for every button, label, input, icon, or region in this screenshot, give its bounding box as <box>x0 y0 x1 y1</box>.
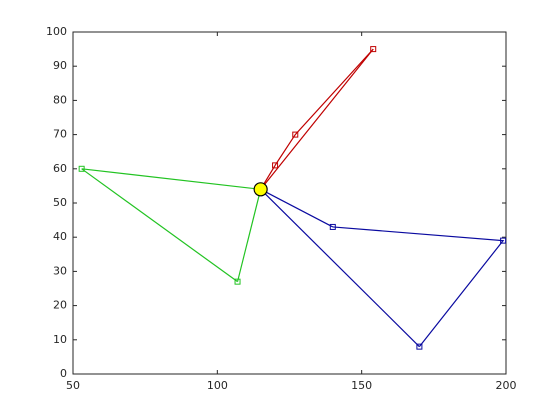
hub-link <box>236 189 262 282</box>
hub-link <box>260 188 420 348</box>
hub-link <box>81 168 261 190</box>
point-marker <box>500 237 507 244</box>
point-marker <box>272 162 279 169</box>
hub-link <box>260 48 374 190</box>
hub-point <box>253 182 268 197</box>
y-tick-label: 10 <box>53 333 67 346</box>
y-tick-label: 80 <box>53 93 67 106</box>
y-tick-label: 90 <box>53 59 67 72</box>
x-tick-label: 150 <box>351 379 372 392</box>
point-marker <box>292 131 299 138</box>
x-tick-label: 100 <box>207 379 228 392</box>
hub-link <box>260 188 334 228</box>
y-tick-label: 40 <box>53 230 67 243</box>
series-line <box>81 168 238 283</box>
y-tick-label: 30 <box>53 264 67 277</box>
x-tick-label: 50 <box>66 379 80 392</box>
point-marker <box>234 278 241 285</box>
plot-area <box>72 31 507 375</box>
x-tick-label: 200 <box>496 379 517 392</box>
point-marker <box>329 223 336 230</box>
y-tick-label: 0 <box>60 367 67 380</box>
series-line <box>274 48 374 166</box>
y-tick-label: 20 <box>53 299 67 312</box>
y-tick-label: 100 <box>46 25 67 38</box>
y-tick-label: 60 <box>53 162 67 175</box>
point-marker <box>370 46 377 53</box>
point-marker <box>416 343 423 350</box>
y-tick-label: 70 <box>53 128 67 141</box>
point-marker <box>78 165 85 172</box>
series-line <box>332 226 505 348</box>
y-tick-label: 50 <box>53 196 67 209</box>
